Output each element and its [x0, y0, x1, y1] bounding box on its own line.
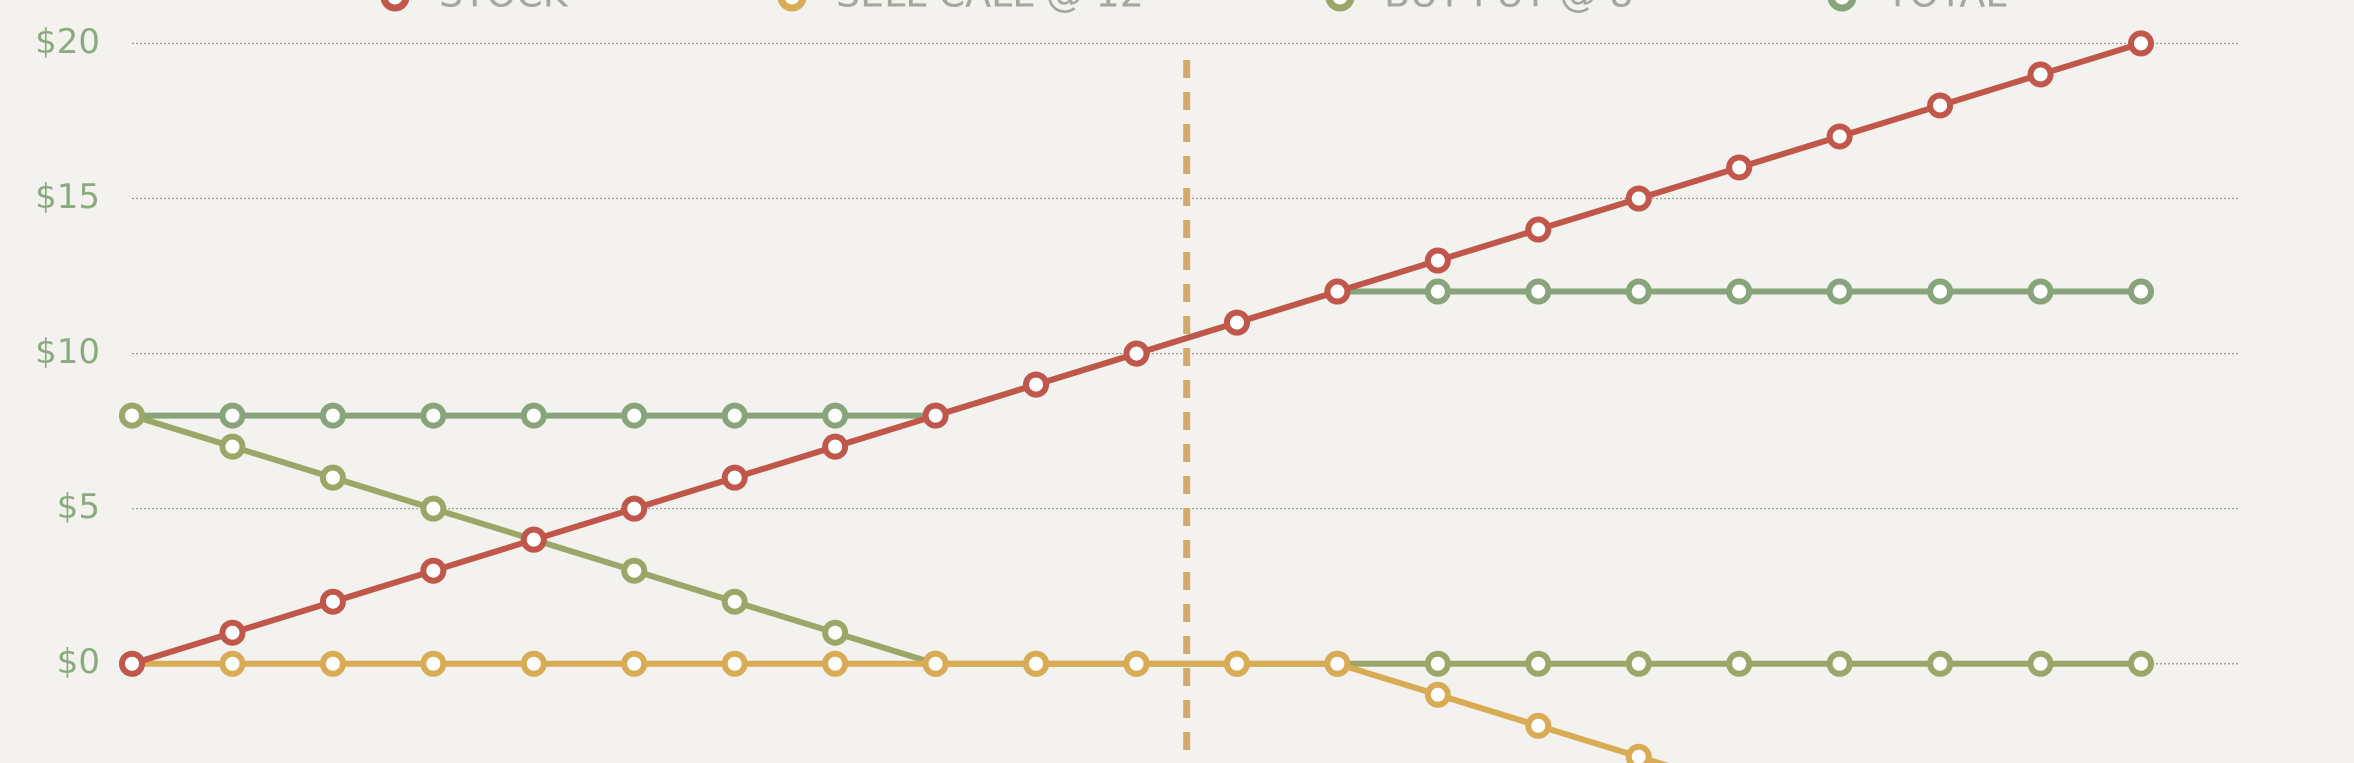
data-point — [1826, 278, 1853, 305]
data-point — [1424, 650, 1451, 677]
data-point — [119, 650, 145, 677]
data-point — [1324, 650, 1351, 677]
data-point — [1223, 650, 1250, 677]
legend: STOCK SELL CALL @ 12 BUY PUT @ 8 TOTAL — [380, 0, 2007, 16]
data-point — [721, 402, 748, 429]
y-tick-label: $5 — [57, 487, 100, 527]
data-point — [721, 588, 748, 615]
legend-label: TOTAL — [1885, 0, 2007, 16]
legend-label: SELL CALL @ 12 — [836, 0, 1144, 16]
data-point — [1123, 650, 1150, 677]
data-point — [319, 588, 346, 615]
legend-marker — [1827, 0, 1857, 12]
data-point — [721, 464, 748, 491]
legend-marker — [380, 0, 410, 12]
data-point — [1726, 278, 1753, 305]
data-point — [2027, 61, 2054, 88]
data-point — [319, 650, 346, 677]
data-point — [2027, 650, 2054, 677]
y-tick-label: $15 — [35, 177, 100, 217]
data-point — [1525, 278, 1552, 305]
data-point — [2128, 278, 2154, 305]
data-point — [1927, 278, 1954, 305]
data-point — [219, 650, 246, 677]
data-point — [621, 495, 648, 522]
data-point — [1223, 309, 1250, 336]
y-tick-label: $0 — [57, 642, 100, 682]
legend-label: STOCK — [439, 0, 569, 16]
data-point — [219, 433, 246, 460]
data-point — [219, 619, 246, 646]
data-point — [1525, 712, 1552, 739]
data-point — [1927, 92, 1954, 119]
data-point — [1123, 340, 1150, 367]
data-point — [621, 557, 648, 584]
data-point — [1424, 681, 1451, 708]
legend-marker — [777, 0, 807, 12]
y-tick-label: $10 — [35, 332, 100, 372]
data-point — [1927, 650, 1954, 677]
legend-label: BUY PUT @ 8 — [1384, 0, 1633, 16]
data-point — [119, 402, 145, 429]
data-point — [621, 650, 648, 677]
data-point — [1826, 123, 1853, 150]
data-point — [1726, 650, 1753, 677]
data-point — [621, 402, 648, 429]
data-point — [2128, 650, 2154, 677]
data-point — [1625, 278, 1652, 305]
data-point — [520, 650, 547, 677]
data-point — [1625, 185, 1652, 212]
y-tick-label: $20 — [35, 22, 100, 62]
data-point — [1023, 371, 1050, 398]
data-point — [1625, 743, 1652, 763]
data-point — [1826, 650, 1853, 677]
data-point — [219, 402, 246, 429]
data-point — [1324, 278, 1351, 305]
legend-marker — [1325, 0, 1355, 12]
data-point — [1424, 247, 1451, 274]
data-point — [822, 619, 849, 646]
data-point — [420, 557, 447, 584]
data-point — [1023, 650, 1050, 677]
data-point — [1625, 650, 1652, 677]
data-point — [822, 433, 849, 460]
data-point — [319, 464, 346, 491]
data-point — [721, 650, 748, 677]
data-point — [922, 402, 949, 429]
plot-area — [119, 30, 2154, 763]
data-point — [2027, 278, 2054, 305]
data-point — [420, 402, 447, 429]
data-point — [2128, 30, 2154, 57]
data-point — [520, 526, 547, 553]
data-point — [822, 650, 849, 677]
data-point — [420, 650, 447, 677]
data-point — [520, 402, 547, 429]
data-point — [1525, 650, 1552, 677]
data-point — [1525, 216, 1552, 243]
data-point — [1424, 278, 1451, 305]
data-point — [822, 402, 849, 429]
data-point — [1726, 154, 1753, 181]
data-point — [922, 650, 949, 677]
data-point — [319, 402, 346, 429]
data-point — [420, 495, 447, 522]
